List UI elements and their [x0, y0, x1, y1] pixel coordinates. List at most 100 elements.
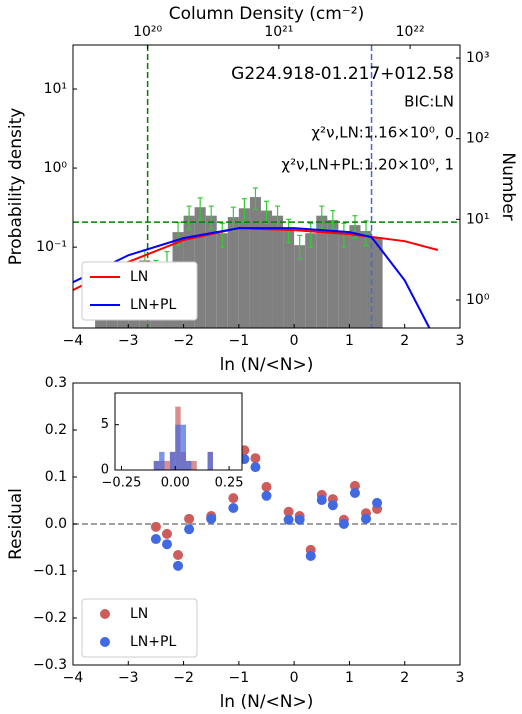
scatter-point: [305, 550, 316, 561]
error-bar: [252, 187, 258, 211]
x2-axis-label: Column Density (cm⁻²): [169, 4, 365, 24]
scatter-point: [349, 480, 360, 491]
error-bar: [341, 222, 347, 248]
error-bar: [264, 200, 269, 224]
scatter-point: [283, 506, 294, 517]
x-tick-label: −1: [229, 670, 250, 686]
histogram-bar: [316, 215, 328, 328]
histogram-bar: [249, 197, 261, 328]
histogram-bar: [327, 220, 339, 328]
histogram-bar: [194, 207, 206, 328]
x-tick-label: −1: [229, 333, 250, 349]
scatter-point: [283, 514, 294, 525]
histogram-bar: [294, 245, 306, 328]
x2-tick-label: 10²⁰: [133, 24, 162, 40]
y2-tick-label: 10²: [466, 131, 489, 147]
x-tick-label: −3: [118, 670, 139, 686]
histogram-bar: [205, 215, 217, 328]
histogram-bar: [169, 451, 176, 470]
x-tick-label: 1: [345, 333, 354, 349]
scatter-point: [150, 521, 161, 532]
legend: LN LN+PL: [81, 598, 198, 658]
legend-label: LN+PL: [130, 297, 176, 313]
x-tick-label: 3: [456, 670, 465, 686]
scatter-point: [206, 513, 217, 524]
x-tick-label: 0: [290, 333, 299, 349]
histogram-bar: [338, 233, 350, 328]
error-bar: [363, 220, 369, 247]
scatter-point: [184, 513, 195, 524]
scatter-point: [250, 462, 261, 473]
scatter-point: [173, 560, 184, 571]
y-tick-label: −0.2: [33, 610, 67, 626]
x-tick-label: −2: [173, 333, 194, 349]
y2-axis-label: Number: [498, 152, 518, 220]
y-tick-label: −0.3: [33, 657, 67, 673]
error-bar: [308, 222, 314, 248]
scatter-point: [161, 539, 172, 550]
panel: −4 −3 −2 −1 0 1 2 3 10⁻¹ 10⁰ 10¹ 10⁰ 10¹ 10² 10³ 10²⁰ 10…: [6, 4, 518, 375]
x-tick-label: 0.25: [215, 476, 244, 491]
y-tick-label: 0.0: [45, 516, 67, 532]
scatter-point: [361, 513, 372, 524]
scatter-point: [316, 495, 327, 506]
histogram-bar: [305, 233, 317, 328]
scatter-point: [261, 481, 272, 492]
x-tick-label: −4: [63, 333, 84, 349]
y2-tick-label: 10³: [466, 50, 489, 66]
scatter-point: [173, 550, 184, 561]
x-tick-label: −3: [118, 333, 139, 349]
error-bar: [186, 205, 192, 230]
scatter-point: [338, 519, 349, 529]
axes-frame: [72, 44, 461, 329]
histogram-bar: [260, 210, 273, 328]
x-tick-label: 3: [456, 333, 465, 349]
error-bar: [197, 197, 203, 221]
annotation: BIC:LN: [404, 93, 454, 111]
x-tick-label: −2: [173, 670, 194, 686]
y-axis-label: Probability density: [6, 108, 26, 266]
histogram-bar: [186, 460, 192, 470]
y-tick-label: 10¹: [44, 81, 67, 97]
axes-frame: [114, 392, 243, 471]
y-tick-label: 0.2: [45, 422, 67, 438]
histogram-bar: [360, 231, 372, 328]
scatter-point: [161, 528, 172, 539]
y2-tick-label: 10¹: [466, 211, 489, 227]
annotation: χ²ν,LN+PL:1.20×10⁰, 1: [281, 156, 454, 174]
x-tick-label: 1: [345, 670, 354, 686]
x-tick-label: 2: [400, 333, 409, 349]
histogram-bar: [238, 208, 250, 328]
legend-box: [81, 598, 198, 658]
legend: LN LN+PL: [81, 261, 198, 321]
histogram-bar: [283, 228, 295, 328]
legend-marker: [100, 637, 110, 647]
scatter-point: [372, 497, 383, 508]
error-bar: [230, 206, 236, 232]
plot-area: [73, 445, 460, 571]
histogram-bar: [180, 424, 187, 470]
error-bar: [319, 205, 325, 230]
scatter-point: [184, 524, 195, 535]
scatter-point: [261, 490, 272, 501]
legend-label: LN: [130, 269, 148, 285]
x-tick-label: −0.25: [102, 476, 142, 491]
histogram-bar: [164, 460, 170, 470]
histogram-bar: [191, 460, 197, 470]
scatter-point: [294, 514, 305, 525]
error-bar: [219, 222, 225, 248]
x-axis-label: ln (N/<N>): [220, 692, 314, 712]
y-tick-label: −0.1: [33, 563, 67, 579]
legend-marker: [100, 609, 110, 619]
scatter-point: [228, 503, 239, 514]
x2-tick-label: 10²¹: [264, 24, 293, 40]
x-axis-label: ln (N/<N>): [220, 355, 314, 375]
y-tick-label: 0.3: [45, 375, 67, 391]
plot-area: [153, 406, 213, 470]
model-line: [73, 227, 431, 328]
scatter-point: [327, 500, 338, 511]
y2-tick-label: 10⁰: [466, 292, 490, 308]
x2-tick-label: 10²²: [396, 24, 425, 40]
y-tick-label: 10⁰: [44, 160, 68, 176]
